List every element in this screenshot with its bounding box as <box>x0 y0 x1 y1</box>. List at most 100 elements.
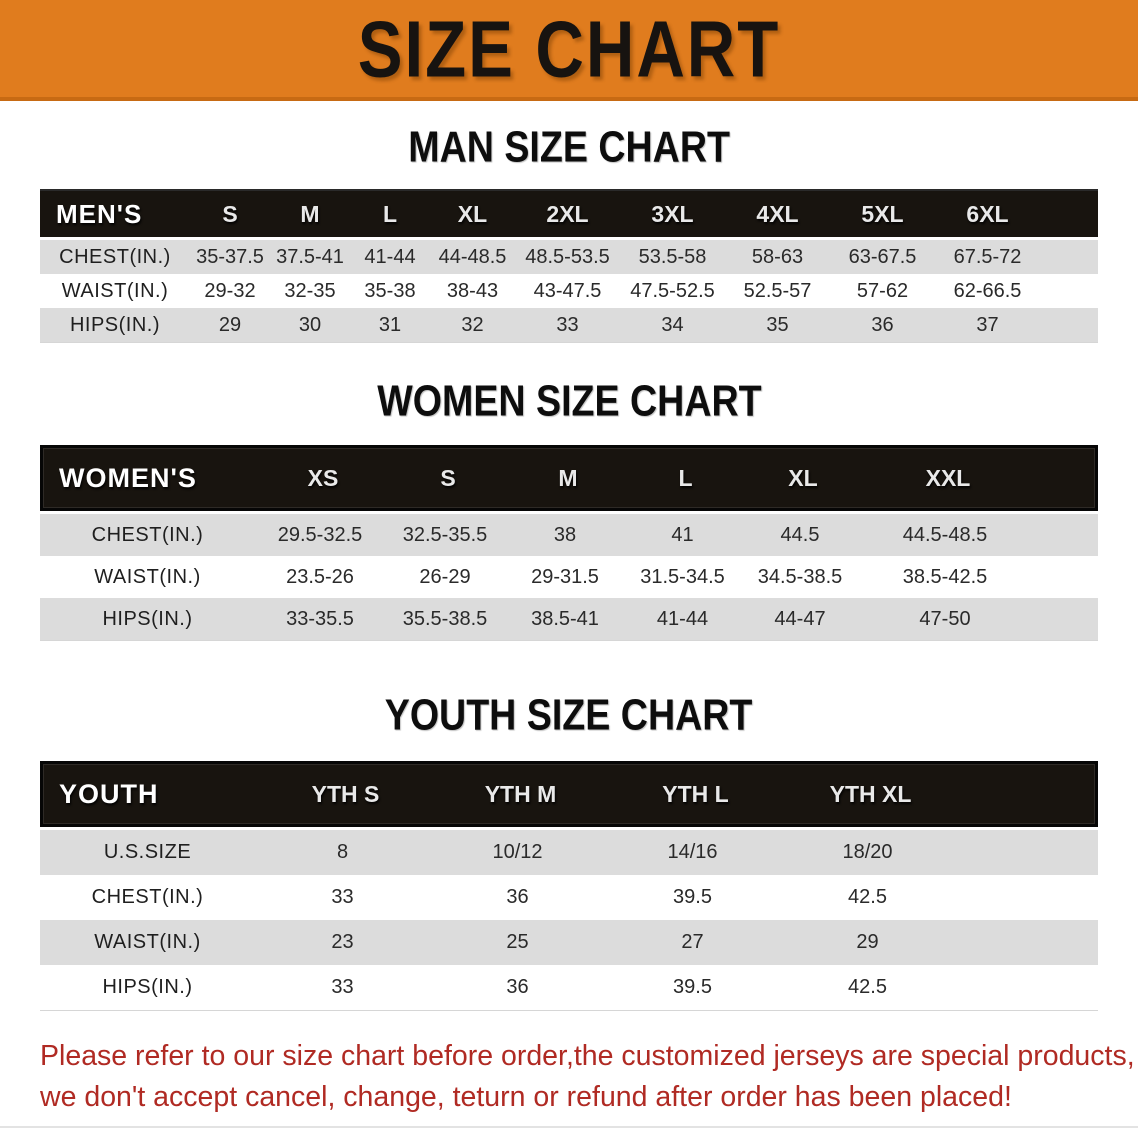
men-table-header-row: MEN'S S M L XL 2XL 3XL 4XL 5XL 6XL <box>40 189 1098 237</box>
size-value-cell: 27 <box>681 931 704 953</box>
size-column-header: 5XL <box>861 200 904 227</box>
size-value-cell: 47-50 <box>919 607 971 630</box>
size-value-cell: 31 <box>378 313 402 336</box>
size-column-header: M <box>558 464 578 491</box>
banner-title: SIZE CHART <box>357 4 781 93</box>
men-waist-row: WAIST(IN.) 29-32 32-35 35-38 38-43 43-47… <box>40 274 1098 308</box>
size-value-cell: 42.5 <box>848 976 887 998</box>
size-column-header: S <box>222 200 238 227</box>
size-column-header: YTH XL <box>829 780 912 807</box>
size-column-header: YTH M <box>484 780 557 807</box>
size-column-header: 2XL <box>546 200 589 227</box>
size-value-cell: 62-66.5 <box>953 279 1022 302</box>
men-chest-row: CHEST(IN.) 35-37.5 37.5-41 41-44 44-48.5… <box>40 237 1098 274</box>
size-value-cell: 34 <box>661 313 684 336</box>
women-section-heading: WOMEN SIZE CHART <box>0 376 1138 426</box>
measurement-row-label: CHEST(IN.) <box>91 523 204 546</box>
men-section-heading: MAN SIZE CHART <box>0 122 1138 172</box>
size-value-cell: 37 <box>976 313 999 336</box>
measurement-row-label: WAIST(IN.) <box>94 565 201 588</box>
measurement-row-label: U.S.SIZE <box>103 841 192 863</box>
size-value-cell: 39.5 <box>673 976 712 998</box>
size-value-cell: 35 <box>766 313 789 336</box>
men-table-label: MEN'S <box>56 198 143 229</box>
spacer-cell <box>955 875 1098 920</box>
size-column-header: YTH L <box>662 780 729 807</box>
size-value-cell: 38.5-41 <box>531 607 599 630</box>
size-value-cell: 25 <box>506 931 529 953</box>
size-value-cell: 44-47 <box>774 607 826 630</box>
spacer-cell <box>1030 556 1098 598</box>
size-chart-banner: SIZE CHART <box>0 0 1138 101</box>
size-value-cell: 33-35.5 <box>286 607 354 630</box>
youth-ussize-row: U.S.SIZE 8 10/12 14/16 18/20 <box>40 827 1098 875</box>
size-column-header: 3XL <box>651 200 694 227</box>
size-column-header: XXL <box>925 464 971 491</box>
measurement-row-label: HIPS(IN.) <box>102 976 193 998</box>
size-value-cell: 38-43 <box>446 279 499 302</box>
youth-section-heading-text: YOUTH SIZE CHART <box>385 690 753 740</box>
youth-waist-row: WAIST(IN.) 23 25 27 29 <box>40 920 1098 965</box>
policy-note: Please refer to our size chart before or… <box>40 1036 1135 1118</box>
youth-size-table: YOUTH YTH S YTH M YTH L YTH XL U.S.SIZE … <box>40 761 1098 1011</box>
women-chest-row: CHEST(IN.) 29.5-32.5 32.5-35.5 38 41 44.… <box>40 511 1098 556</box>
size-value-cell: 29-31.5 <box>531 565 599 588</box>
size-column-header: 4XL <box>756 200 799 227</box>
measurement-row-label: CHEST(IN.) <box>91 886 204 908</box>
women-section-heading-text: WOMEN SIZE CHART <box>376 376 762 426</box>
spacer-cell <box>958 764 1095 824</box>
size-value-cell: 44.5 <box>780 523 820 546</box>
size-column-header: XS <box>307 464 339 491</box>
size-value-cell: 47.5-52.5 <box>630 279 715 302</box>
spacer-cell <box>1030 514 1098 556</box>
size-value-cell: 67.5-72 <box>953 245 1022 268</box>
women-hips-row: HIPS(IN.) 33-35.5 35.5-38.5 38.5-41 41-4… <box>40 598 1098 640</box>
size-value-cell: 29 <box>856 931 879 953</box>
size-value-cell: 29-32 <box>204 279 256 302</box>
size-value-cell: 33 <box>331 886 354 908</box>
size-value-cell: 58-63 <box>751 245 804 268</box>
size-value-cell: 41-44 <box>364 245 416 268</box>
size-value-cell: 30 <box>298 313 322 336</box>
women-waist-row: WAIST(IN.) 23.5-26 26-29 29-31.5 31.5-34… <box>40 556 1098 598</box>
youth-table-header-row: YOUTH YTH S YTH M YTH L YTH XL <box>40 761 1098 827</box>
size-value-cell: 38.5-42.5 <box>902 565 988 588</box>
size-value-cell: 35-37.5 <box>196 245 264 268</box>
youth-section-heading: YOUTH SIZE CHART <box>0 690 1138 740</box>
size-value-cell: 26-29 <box>419 565 471 588</box>
size-value-cell: 31.5-34.5 <box>640 565 725 588</box>
size-value-cell: 39.5 <box>673 886 712 908</box>
women-table-header-row: WOMEN'S XS S M L XL XXL <box>40 445 1098 511</box>
size-value-cell: 35-38 <box>364 279 416 302</box>
size-value-cell: 63-67.5 <box>848 245 917 268</box>
size-value-cell: 43-47.5 <box>533 279 602 302</box>
size-column-header: S <box>440 464 456 491</box>
size-column-header: M <box>300 200 320 227</box>
size-value-cell: 41 <box>671 523 694 546</box>
size-value-cell: 29 <box>218 313 242 336</box>
size-column-header: YTH S <box>311 780 380 807</box>
size-value-cell: 36 <box>506 976 529 998</box>
size-value-cell: 32.5-35.5 <box>402 523 488 546</box>
spacer-cell <box>1030 598 1098 640</box>
size-value-cell: 14/16 <box>667 841 718 863</box>
spacer-cell <box>1040 191 1098 237</box>
spacer-cell <box>1040 274 1098 308</box>
spacer-cell <box>1033 448 1095 508</box>
men-section-heading-text: MAN SIZE CHART <box>408 122 730 172</box>
measurement-row-label: HIPS(IN.) <box>102 607 193 630</box>
size-value-cell: 38 <box>553 523 577 546</box>
policy-note-line-2: we don't accept cancel, change, teturn o… <box>40 1081 1012 1114</box>
size-value-cell: 35.5-38.5 <box>402 607 488 630</box>
size-column-header: 6XL <box>966 200 1009 227</box>
size-value-cell: 44.5-48.5 <box>902 523 988 546</box>
measurement-row-label: WAIST(IN.) <box>61 279 169 302</box>
size-value-cell: 8 <box>336 841 349 863</box>
size-value-cell: 32 <box>461 313 484 336</box>
size-value-cell: 33 <box>331 976 354 998</box>
size-value-cell: 10/12 <box>492 841 543 863</box>
men-hips-row: HIPS(IN.) 29 30 31 32 33 34 35 36 37 <box>40 308 1098 342</box>
measurement-row-label: HIPS(IN.) <box>69 313 161 336</box>
size-value-cell: 42.5 <box>848 886 887 908</box>
size-value-cell: 41-44 <box>656 607 709 630</box>
